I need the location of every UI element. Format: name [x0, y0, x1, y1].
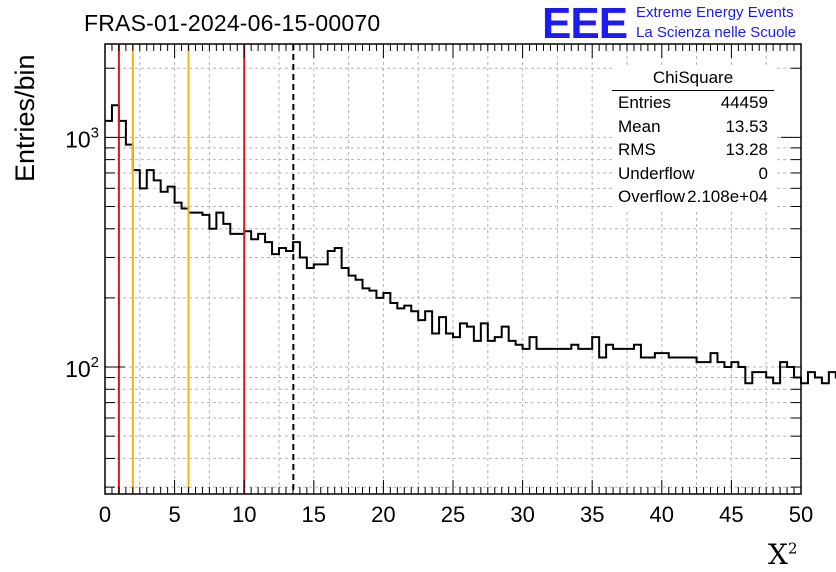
- stats-key: Mean: [618, 116, 661, 136]
- x-tick-label: 5: [168, 502, 180, 527]
- stats-row: Mean 13.53: [612, 115, 774, 139]
- x-tick-label: 15: [302, 502, 326, 527]
- y-tick-label: 102: [65, 354, 99, 382]
- stats-key: Overflow: [618, 187, 686, 206]
- stats-value: 0: [758, 163, 768, 183]
- x-axis-label: X2: [768, 538, 797, 571]
- y-tick-label: 103: [65, 124, 99, 152]
- stats-key: RMS: [618, 140, 656, 159]
- stats-key: Underflow: [618, 163, 695, 183]
- stats-title: ChiSquare: [612, 66, 774, 91]
- stats-row: Overflow 2.108e+04: [612, 185, 774, 209]
- eee-logo: EEE: [542, 0, 628, 48]
- y-tick-label-base: 10: [65, 356, 91, 382]
- histogram: [105, 104, 836, 385]
- stats-key: Entries: [618, 93, 671, 112]
- y-axis-label: Entries/bin: [10, 54, 40, 182]
- x-tick-label: 20: [371, 502, 395, 527]
- grid-lines: [105, 44, 801, 494]
- stats-value: 13.53: [725, 116, 768, 136]
- stats-row: RMS 13.28: [612, 138, 774, 162]
- stats-value: 13.28: [725, 140, 768, 159]
- x-tick-label: 25: [441, 502, 465, 527]
- x-axis-label-exponent: 2: [787, 539, 798, 558]
- stats-row: Entries 44459: [612, 91, 774, 115]
- axis-ticks: [104, 44, 802, 494]
- x-tick-label: 50: [789, 502, 813, 527]
- x-tick-label: 35: [580, 502, 604, 527]
- y-tick-label-exponent: 3: [91, 124, 99, 141]
- x-tick-label: 10: [232, 502, 256, 527]
- x-tick-label: 40: [650, 502, 674, 527]
- marker-lines: [117, 44, 295, 494]
- stats-box: ChiSquare Entries 44459 Mean 13.53 RMS 13.2…: [612, 66, 774, 209]
- stats-row: Underflow 0: [612, 162, 774, 186]
- chart-title: FRAS-01-2024-06-15-00070: [84, 10, 381, 36]
- logo-tagline-1: Extreme Energy Events: [636, 4, 794, 21]
- x-axis-label-base: X: [768, 538, 788, 571]
- y-tick-label-exponent: 2: [91, 354, 99, 371]
- x-tick-label: 45: [719, 502, 743, 527]
- stats-value: 2.108e+04: [687, 187, 768, 206]
- x-tick-label: 0: [99, 502, 111, 527]
- y-tick-label-base: 10: [65, 126, 91, 152]
- histogram-steps: [105, 104, 836, 385]
- x-tick-label: 30: [510, 502, 534, 527]
- logo-tagline-2: La Scienza nelle Scuole: [636, 24, 797, 41]
- stats-value: 44459: [720, 93, 768, 112]
